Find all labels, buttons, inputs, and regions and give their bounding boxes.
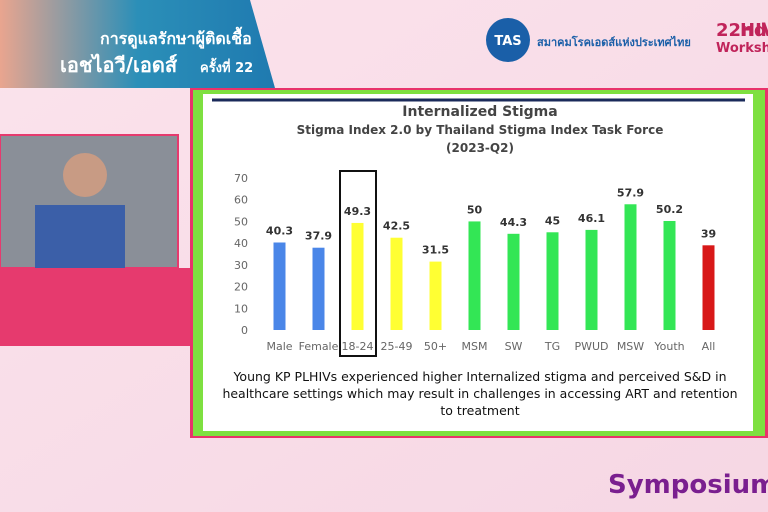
tas-logo-text: TAS xyxy=(494,34,521,49)
bar xyxy=(273,242,286,330)
chart-subtitle: Stigma Index 2.0 by Thailand Stigma Inde… xyxy=(297,123,664,137)
header-banner xyxy=(0,0,275,88)
x-tick-label: Female xyxy=(299,340,339,353)
y-tick-label: 0 xyxy=(241,324,248,337)
value-label: 42.5 xyxy=(383,220,410,233)
x-tick-label: PWUD xyxy=(574,340,608,353)
chart-title: Internalized Stigma xyxy=(402,104,557,120)
x-tick-label: SW xyxy=(505,340,523,353)
bar xyxy=(663,220,676,330)
y-tick-label: 50 xyxy=(234,215,248,228)
value-label: 50 xyxy=(467,203,483,216)
y-tick-label: 60 xyxy=(234,194,248,207)
value-label: 46.1 xyxy=(578,212,605,225)
caption: Young KP PLHIVs experienced higher Inter… xyxy=(222,369,738,418)
x-tick-label: 18-24 xyxy=(342,340,374,353)
bar xyxy=(468,221,481,330)
header-edition: ครั้งที่ 22 xyxy=(200,57,253,76)
header-title: การดูแลรักษาผู้ติดเชื้อ xyxy=(100,26,252,50)
bar xyxy=(702,245,715,330)
chart-period: (2023-Q2) xyxy=(446,141,514,155)
bar xyxy=(585,229,598,330)
workshop-word: Workshop xyxy=(716,41,768,56)
speaker-head xyxy=(63,153,107,197)
tas-logo xyxy=(486,18,530,62)
association-name: สมาคมโรคเอดส์แห่งประเทศไทย xyxy=(537,35,691,49)
y-tick-label: 30 xyxy=(234,259,248,272)
value-label: 37.9 xyxy=(305,230,332,243)
bar xyxy=(429,261,442,330)
speaker-shirt xyxy=(35,205,125,268)
header-title: เอชไอวี/เอดส์ xyxy=(60,53,178,77)
highlight-box xyxy=(339,170,377,357)
x-tick-label: MSW xyxy=(617,340,644,353)
bar xyxy=(546,232,559,330)
x-tick-label: 50+ xyxy=(424,340,447,353)
x-tick-label: All xyxy=(702,340,716,353)
y-tick-label: 20 xyxy=(234,281,248,294)
bar xyxy=(312,247,325,330)
workshop-number: 22nd xyxy=(716,20,767,41)
value-label: 57.9 xyxy=(617,186,644,199)
bar xyxy=(351,222,364,330)
x-tick-label: MSM xyxy=(462,340,488,353)
y-tick-label: 70 xyxy=(234,172,248,185)
y-tick-label: 10 xyxy=(234,302,248,315)
x-tick-label: Male xyxy=(266,340,292,353)
value-label: 44.3 xyxy=(500,216,527,229)
plot: 0 10 20 30 40 50 60 70 Male 40.3 Female 37.9 18-24 49… xyxy=(234,172,716,353)
x-tick-label: 25-49 xyxy=(381,340,413,353)
bar xyxy=(390,237,403,330)
x-tick-label: Youth xyxy=(653,340,684,353)
value-label: 40.3 xyxy=(266,224,293,237)
workshop-hiv: HIV xyxy=(740,20,768,41)
pink-band xyxy=(0,268,190,346)
y-tick-label: 40 xyxy=(234,237,248,250)
event-name: Symposium xyxy=(608,470,768,500)
caption-box: Young KP PLHIVs experienced higher Inter… xyxy=(222,369,738,418)
value-label: 45 xyxy=(545,214,560,227)
value-label: 49.3 xyxy=(344,205,371,218)
bar xyxy=(624,204,637,330)
value-label: 31.5 xyxy=(422,244,449,257)
x-tick-label: TG xyxy=(544,340,560,353)
bar xyxy=(507,233,520,330)
value-label: 50.2 xyxy=(656,203,683,216)
value-label: 39 xyxy=(701,227,716,240)
